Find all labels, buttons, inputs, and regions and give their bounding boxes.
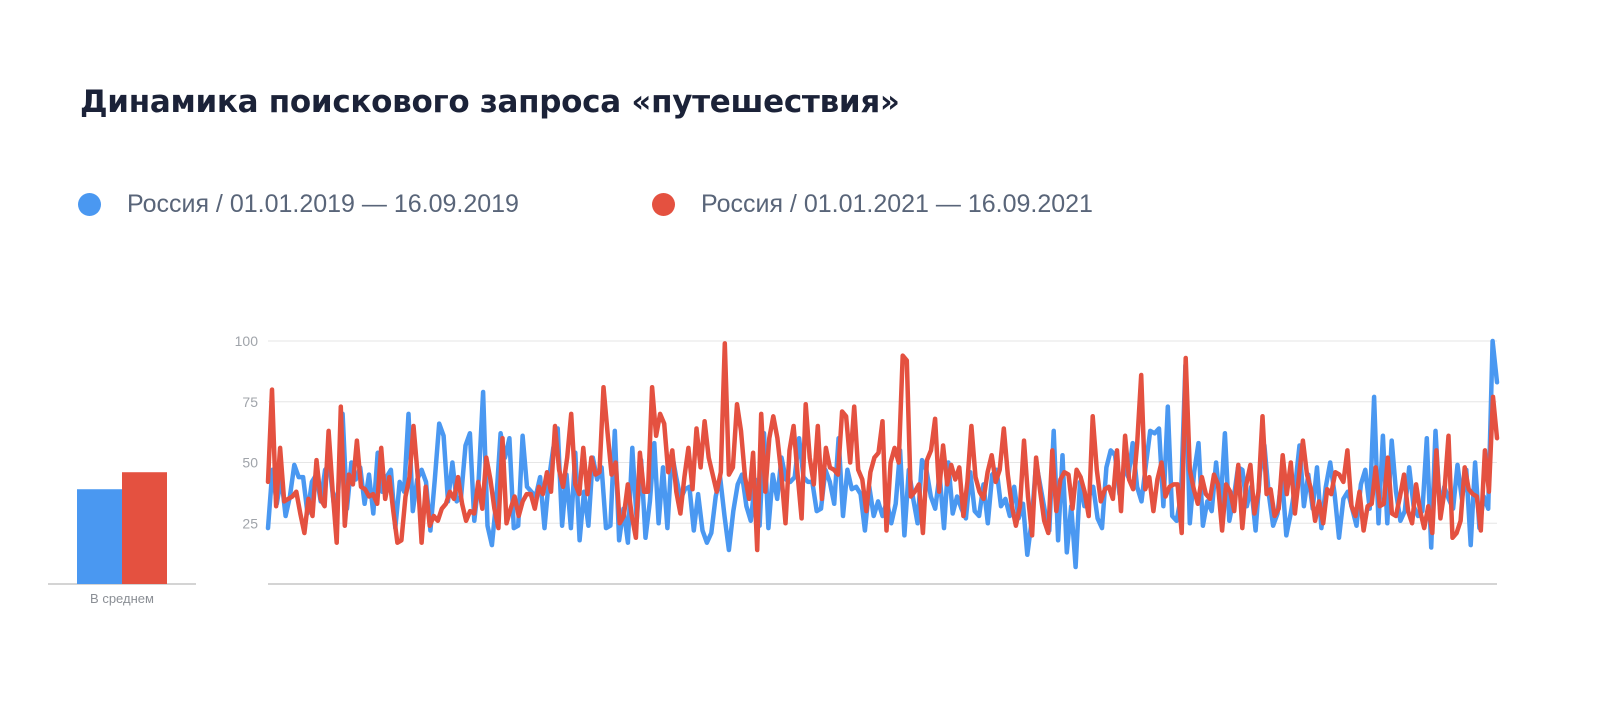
- chart-title: Динамика поискового запроса «путешествия…: [80, 84, 900, 120]
- legend-label-2021: Россия / 01.01.2021 — 16.09.2021: [701, 190, 1093, 218]
- y-tick-label-25: 25: [242, 515, 258, 531]
- legend-label-2019: Россия / 01.01.2019 — 16.09.2019: [127, 190, 519, 218]
- series-2021-marker: [652, 193, 675, 216]
- y-tick-label-75: 75: [242, 394, 258, 410]
- y-tick-label-100: 100: [235, 333, 259, 349]
- average-bar-2019: [77, 489, 122, 584]
- series-2019-marker: [78, 193, 101, 216]
- average-label: В среднем: [90, 591, 154, 606]
- series-line-2021: [265, 341, 1500, 553]
- y-tick-label-50: 50: [242, 455, 258, 471]
- average-bar-2021: [122, 472, 167, 584]
- legend-item-2019[interactable]: Россия / 01.01.2019 — 16.09.2019: [78, 190, 519, 219]
- legend-item-2021[interactable]: Россия / 01.01.2021 — 16.09.2021: [652, 190, 1093, 219]
